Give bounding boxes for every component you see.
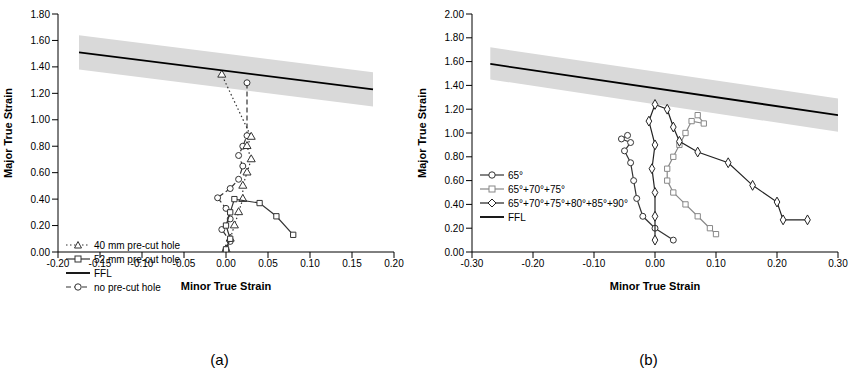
svg-text:1.60: 1.60 bbox=[31, 35, 51, 46]
svg-text:1.20: 1.20 bbox=[445, 104, 465, 115]
svg-text:Major True Strain: Major True Strain bbox=[416, 88, 428, 178]
svg-text:0.00: 0.00 bbox=[445, 247, 465, 258]
svg-text:1.40: 1.40 bbox=[445, 80, 465, 91]
svg-text:0.40: 0.40 bbox=[445, 199, 465, 210]
svg-text:2.00: 2.00 bbox=[445, 9, 465, 20]
svg-text:1.60: 1.60 bbox=[445, 56, 465, 67]
svg-text:-0.10: -0.10 bbox=[131, 258, 154, 269]
svg-text:0.10: 0.10 bbox=[706, 258, 726, 269]
svg-text:0.20: 0.20 bbox=[767, 258, 787, 269]
svg-text:0.15: 0.15 bbox=[342, 258, 362, 269]
svg-text:0.00: 0.00 bbox=[31, 247, 51, 258]
svg-text:0.00: 0.00 bbox=[216, 258, 236, 269]
svg-text:-0.05: -0.05 bbox=[173, 258, 196, 269]
svg-text:Major True Strain: Major True Strain bbox=[2, 88, 14, 178]
svg-text:1.80: 1.80 bbox=[31, 9, 51, 20]
svg-text:-0.30: -0.30 bbox=[461, 258, 484, 269]
svg-text:1.80: 1.80 bbox=[445, 32, 465, 43]
svg-text:1.40: 1.40 bbox=[31, 61, 51, 72]
svg-text:0.60: 0.60 bbox=[31, 167, 51, 178]
svg-text:0.20: 0.20 bbox=[384, 258, 404, 269]
svg-text:0.40: 0.40 bbox=[31, 194, 51, 205]
svg-text:0.05: 0.05 bbox=[258, 258, 278, 269]
svg-text:1.20: 1.20 bbox=[31, 88, 51, 99]
svg-text:0.20: 0.20 bbox=[31, 220, 51, 231]
svg-text:0.60: 0.60 bbox=[445, 175, 465, 186]
svg-text:Minor True Strain: Minor True Strain bbox=[610, 280, 701, 292]
svg-text:-0.10: -0.10 bbox=[583, 258, 606, 269]
svg-text:0.20: 0.20 bbox=[445, 223, 465, 234]
svg-text:1.00: 1.00 bbox=[31, 114, 51, 125]
svg-text:0.80: 0.80 bbox=[445, 151, 465, 162]
svg-text:0.80: 0.80 bbox=[31, 141, 51, 152]
svg-text:-0.20: -0.20 bbox=[522, 258, 545, 269]
svg-text:0.00: 0.00 bbox=[645, 258, 665, 269]
svg-text:Minor True Strain: Minor True Strain bbox=[181, 280, 272, 292]
svg-text:0.30: 0.30 bbox=[828, 258, 848, 269]
svg-text:-0.20: -0.20 bbox=[47, 258, 70, 269]
svg-text:-0.15: -0.15 bbox=[89, 258, 112, 269]
svg-text:1.00: 1.00 bbox=[445, 128, 465, 139]
svg-text:0.10: 0.10 bbox=[300, 258, 320, 269]
